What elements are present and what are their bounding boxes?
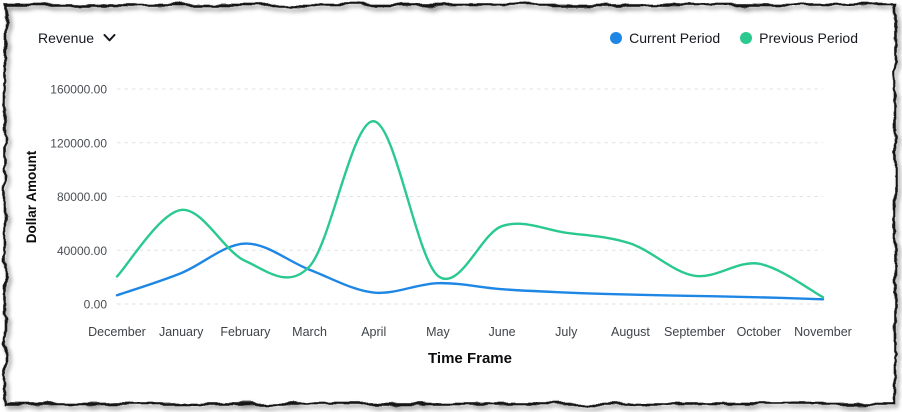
legend-dot-previous-period	[740, 32, 753, 44]
x-axis-tick-label: July	[555, 325, 578, 339]
series-line-current-period	[115, 242, 825, 301]
legend-item-previous-period[interactable]: Previous Period	[740, 30, 858, 46]
x-axis-tick-label: October	[737, 325, 781, 339]
metric-dropdown[interactable]: Revenue	[38, 30, 116, 46]
y-axis-tick-label: 40000.00	[57, 244, 107, 258]
chevron-down-icon	[103, 34, 116, 42]
y-axis-tick-label: 0.00	[84, 298, 108, 312]
plot-area: 0.00 40000.00 80000.00 120000.00 160000.00 De…	[50, 83, 852, 340]
chart-legend: Current Period Previous Period	[610, 30, 858, 46]
x-axis-tick-label: May	[426, 325, 450, 339]
x-axis-tick-label: January	[159, 325, 204, 339]
x-axis-tick-label: June	[489, 325, 516, 339]
y-axis-tick-label: 120000.00	[50, 136, 107, 150]
x-axis-tick-label: August	[611, 325, 650, 339]
legend-label-current-period: Current Period	[629, 30, 721, 46]
x-axis-tick-label: April	[361, 325, 386, 339]
x-axis-tick-label: March	[292, 325, 327, 339]
metric-dropdown-label: Revenue	[38, 30, 95, 46]
y-axis-tick-label: 80000.00	[57, 190, 107, 204]
legend-dot-current-period	[610, 32, 623, 44]
x-axis-tick-label: February	[220, 325, 271, 339]
x-axis-tick-label: December	[88, 325, 146, 339]
y-axis-tick-label: 160000.00	[50, 83, 107, 97]
y-axis-title: Dollar Amount	[24, 150, 39, 243]
series-line-previous-period	[115, 120, 825, 299]
legend-item-current-period[interactable]: Current Period	[610, 30, 720, 46]
x-axis-tick-label: November	[794, 325, 852, 339]
legend-label-previous-period: Previous Period	[759, 30, 858, 46]
x-axis-title: Time Frame	[428, 350, 512, 367]
x-axis-tick-label: September	[664, 325, 725, 339]
